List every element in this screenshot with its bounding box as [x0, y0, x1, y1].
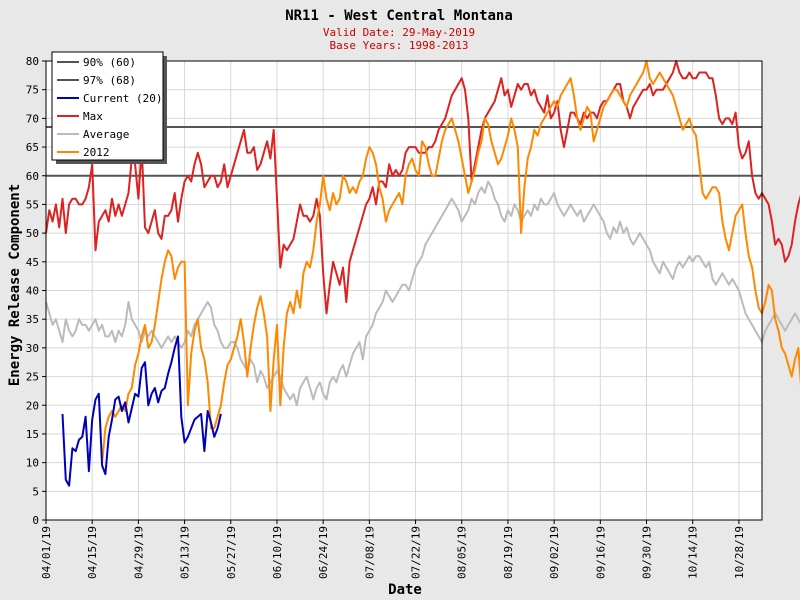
x-tick-label: 09/30/19 [641, 526, 654, 579]
x-axis-ticks: 04/01/19 04/15/19 04/29/19 05/13/19 05/27/19… [40, 520, 746, 579]
y-tick-label: 50 [26, 227, 39, 240]
y-tick-label: 75 [26, 84, 39, 97]
y-axis-ticks: 0 5 10 15 20 25 30 35 40 45 50 55 60 65 70 75 80 [26, 55, 46, 527]
legend-label: 90% (60) [83, 56, 136, 69]
x-tick-label: 07/22/19 [410, 526, 423, 579]
y-tick-label: 60 [26, 170, 39, 183]
legend-label: 97% (68) [83, 74, 136, 87]
legend-label: Average [83, 128, 129, 141]
legend-label: Current (20) [83, 92, 162, 105]
y-tick-label: 0 [32, 514, 39, 527]
legend-label: Max [83, 110, 103, 123]
y-tick-label: 25 [26, 371, 39, 384]
x-tick-label: 09/16/19 [594, 526, 607, 579]
y-tick-label: 80 [26, 55, 39, 68]
x-tick-label: 04/01/19 [40, 526, 53, 579]
valid-date: Valid Date: 29-May-2019 [323, 26, 475, 39]
series-line-current-20 [61, 335, 222, 487]
x-tick-label: 04/29/19 [132, 526, 145, 579]
series-line-average [45, 180, 800, 407]
x-tick-label: 07/08/19 [363, 526, 376, 579]
x-tick-label: 09/02/19 [548, 526, 561, 579]
x-tick-label: 06/10/19 [271, 526, 284, 579]
x-tick-label: 10/14/19 [687, 526, 700, 579]
y-axis-label: Energy Release Component [7, 184, 23, 386]
x-axis-label: Date [388, 582, 422, 598]
y-tick-label: 15 [26, 428, 39, 441]
x-tick-label: 05/13/19 [179, 526, 192, 579]
legend-box [51, 51, 164, 161]
series-line-max [45, 60, 800, 315]
y-tick-label: 20 [26, 399, 39, 412]
y-tick-label: 10 [26, 457, 39, 470]
x-tick-label: 06/24/19 [317, 526, 330, 579]
y-tick-label: 35 [26, 313, 39, 326]
chart-title: NR11 - West Central Montana [285, 8, 513, 24]
y-tick-label: 45 [26, 256, 39, 269]
y-tick-label: 40 [26, 285, 39, 298]
x-tick-label: 08/05/19 [456, 526, 469, 579]
series-lines [45, 60, 800, 521]
x-tick-label: 10/28/19 [733, 526, 746, 579]
y-tick-label: 55 [26, 198, 39, 211]
x-tick-label: 05/27/19 [225, 526, 238, 579]
x-tick-label: 08/19/19 [502, 526, 515, 579]
legend: 90% (60) 97% (68) Current (20) Max Average 20… [51, 51, 167, 164]
base-years: Base Years: 1998-2013 [329, 39, 468, 52]
y-tick-label: 5 [32, 485, 39, 498]
y-tick-label: 70 [26, 112, 39, 125]
series-line-2012 [101, 60, 800, 463]
y-tick-label: 30 [26, 342, 39, 355]
y-tick-label: 65 [26, 141, 39, 154]
legend-label: 2012 [83, 146, 110, 159]
x-tick-label: 04/15/19 [86, 526, 99, 579]
